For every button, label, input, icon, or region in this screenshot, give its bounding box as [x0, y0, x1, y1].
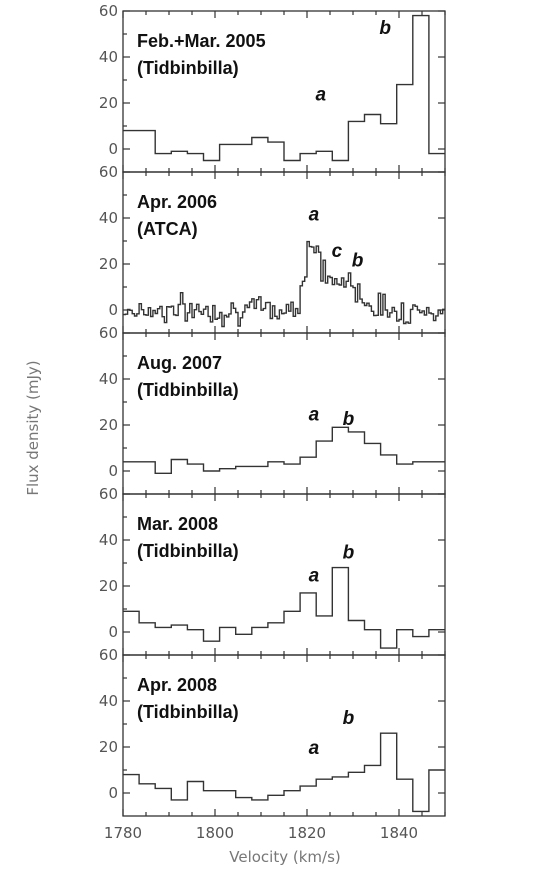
feature-label-a: a	[316, 85, 327, 106]
y-tick-label: 0	[108, 462, 118, 480]
y-tick-label: 20	[99, 738, 118, 756]
feature-label-b: b	[352, 250, 364, 271]
y-axis-label: Flux density (mJy)	[24, 360, 42, 495]
panel-5: 0 20 40 60 Apr. 2008 (Tidbinbilla) a b	[99, 646, 446, 817]
y-tick-label: 0	[108, 140, 118, 158]
panel-title-line: Feb.+Mar. 2005	[137, 31, 266, 51]
x-axis: 1780 1800 1820 1840	[104, 824, 418, 842]
y-tick-label: 40	[99, 531, 118, 549]
y-tick-label: 60	[99, 324, 118, 342]
y-tick-label: 40	[99, 48, 118, 66]
y-tick-label: 40	[99, 692, 118, 710]
x-tick-label: 1820	[288, 824, 326, 842]
panel-title-line: (Tidbinbilla)	[137, 702, 239, 722]
y-tick-label: 60	[99, 2, 118, 20]
panel-title-line: Apr. 2006	[137, 192, 217, 212]
feature-label-b: b	[343, 409, 355, 430]
feature-label-a: a	[309, 204, 320, 225]
y-tick-label: 20	[99, 577, 118, 595]
feature-label-a: a	[309, 565, 320, 586]
y-tick-label: 20	[99, 94, 118, 112]
x-axis-label: Velocity (km/s)	[229, 848, 340, 866]
panel-title-line: Mar. 2008	[137, 514, 218, 534]
panel-2: 0 20 40 60 Apr. 2006 (ATCA) ac b	[99, 163, 446, 334]
feature-label-a: a	[309, 738, 320, 759]
feature-label-c: c	[332, 241, 343, 262]
feature-label-a: a	[309, 404, 320, 425]
feature-label-b: b	[343, 542, 355, 563]
y-tick-label: 40	[99, 209, 118, 227]
panel-4: 0 20 40 60 Mar. 2008 (Tidbinbilla) a b	[99, 485, 446, 656]
spectrum-trace	[123, 426, 445, 474]
y-tick-label: 60	[99, 163, 118, 181]
panel-title-line: (Tidbinbilla)	[137, 380, 239, 400]
panel-title-line: (Tidbinbilla)	[137, 58, 239, 78]
panel-1: 0 20 40 60 Feb.+Mar. 2005 (Tidbinbilla) a b	[99, 2, 446, 173]
x-tick-label: 1800	[196, 824, 234, 842]
y-tick-label: 40	[99, 370, 118, 388]
panel-title-line: (Tidbinbilla)	[137, 541, 239, 561]
x-tick-label: 1840	[380, 824, 418, 842]
panel-title-line: (ATCA)	[137, 219, 198, 239]
spectrum-trace	[123, 14, 445, 162]
x-tick-label: 1780	[104, 824, 142, 842]
feature-label-b: b	[379, 18, 391, 39]
y-tick-label: 0	[108, 623, 118, 641]
panel-title-line: Apr. 2008	[137, 675, 217, 695]
y-tick-label: 0	[108, 301, 118, 319]
panel-title-line: Aug. 2007	[137, 353, 222, 373]
feature-label-b: b	[343, 708, 355, 729]
spectrum-trace	[123, 732, 445, 813]
y-tick-label: 20	[99, 255, 118, 273]
panels: 0 20 40 60 Feb.+Mar. 2005 (Tidbinbilla) a b 0 20 4…	[99, 2, 446, 817]
spectrum-trace	[123, 240, 445, 328]
panel-3: 0 20 40 60 Aug. 2007 (Tidbinbilla) a b	[99, 324, 446, 495]
y-tick-label: 0	[108, 784, 118, 802]
y-tick-label: 20	[99, 416, 118, 434]
spectrum-trace	[123, 566, 445, 649]
y-tick-label: 60	[99, 646, 118, 664]
y-tick-label: 60	[99, 485, 118, 503]
